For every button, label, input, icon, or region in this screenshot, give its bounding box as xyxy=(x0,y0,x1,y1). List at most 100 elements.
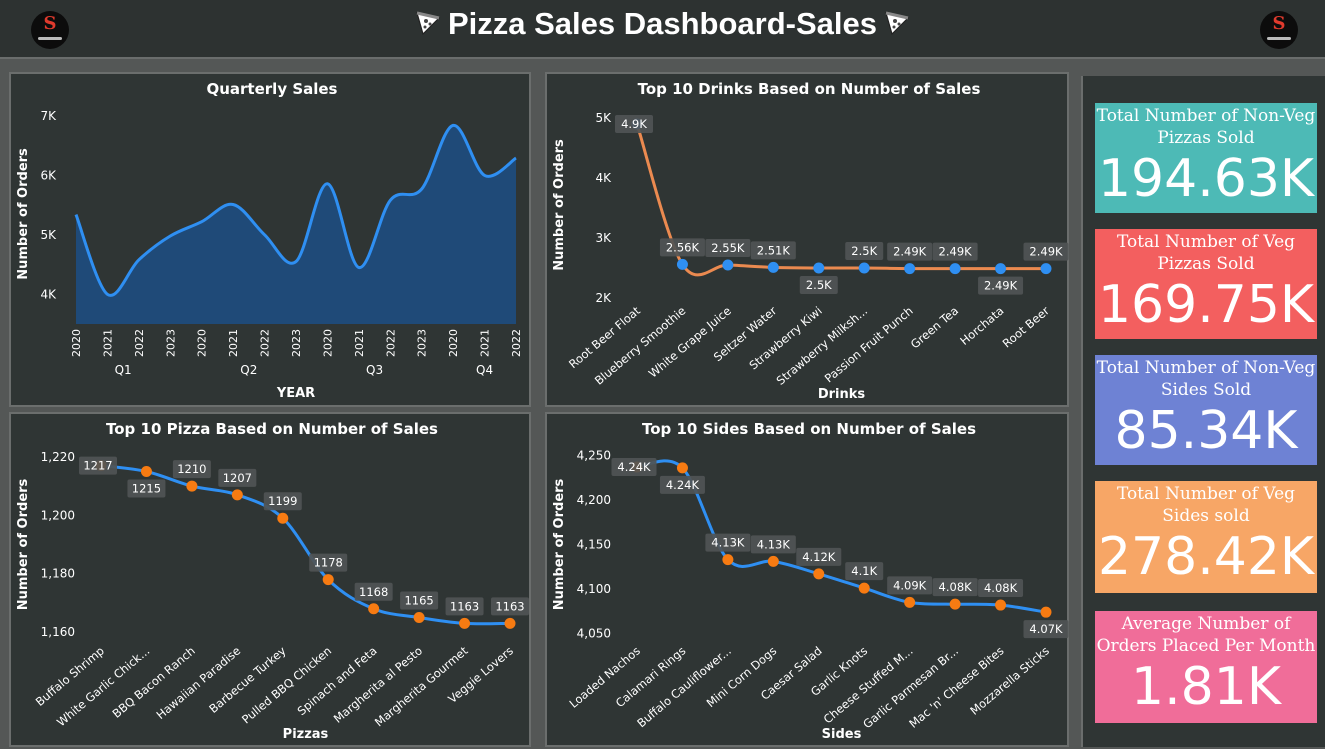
chart-title: Top 10 Sides Based on Number of Sales xyxy=(642,420,976,438)
kpi-card-veg-pizzas: Total Number of Veg Pizzas Sold 169.75K xyxy=(1095,229,1317,339)
kpi-label: Total Number of Non-Veg Sides Sold xyxy=(1096,358,1316,400)
data-point xyxy=(858,262,870,274)
pizza-icon xyxy=(416,11,441,36)
data-label-box xyxy=(1023,242,1069,261)
x-tick-label: BBQ Bacon Ranch xyxy=(110,644,198,721)
x-axis-label: Sides xyxy=(822,727,862,742)
x-tick-label: 2023 xyxy=(416,329,429,357)
y-tick-label: 5K xyxy=(595,111,612,125)
y-axis-label: Number of Orders xyxy=(16,478,31,610)
kpi-label: Total Number of Veg Pizzas Sold xyxy=(1116,232,1296,274)
quarterly-sales-panel: Quarterly Sales 4K 5K 6K 7K Number of Orders 2… xyxy=(9,72,531,407)
data-label: 2.56K xyxy=(666,240,700,254)
data-point xyxy=(995,599,1007,611)
data-label-box xyxy=(354,582,393,601)
header-bar: S Pizza Sales Dashboard-Sales S xyxy=(0,0,1325,59)
data-label-box xyxy=(79,456,117,475)
data-label-box xyxy=(1023,620,1069,639)
data-label-box xyxy=(796,547,842,566)
area-fill xyxy=(76,125,516,324)
data-label-box xyxy=(845,562,884,581)
y-axis-label: Number of Orders xyxy=(16,148,31,280)
data-point xyxy=(949,598,961,610)
data-point xyxy=(413,612,425,624)
data-label: 4.12K xyxy=(802,550,836,564)
data-label-box xyxy=(611,458,657,477)
chart-title: Top 10 Drinks Based on Number of Sales xyxy=(638,80,981,98)
data-label: 4.13K xyxy=(711,536,745,550)
x-axis-label: YEAR xyxy=(276,386,315,401)
kpi-card-avg-orders: Average Number of Orders Placed Per Month… xyxy=(1095,611,1317,723)
x-tick-label: Root Beer xyxy=(1000,303,1052,350)
data-label: 4.24K xyxy=(617,460,651,474)
data-label: 2.49K xyxy=(1029,245,1063,259)
data-label-box xyxy=(750,535,796,554)
data-point xyxy=(186,480,198,492)
data-label-box xyxy=(705,533,751,552)
data-point xyxy=(676,258,688,270)
series-line xyxy=(636,459,1047,614)
data-label: 1210 xyxy=(177,462,206,476)
x-tick-label: 2021 xyxy=(227,329,240,357)
y-tick-label: 4,050 xyxy=(577,627,611,641)
y-tick-label: 1,200 xyxy=(41,508,75,522)
y-tick-label: 1,220 xyxy=(41,450,75,464)
top-sides-chart: Top 10 Sides Based on Number of Sales 4,0… xyxy=(552,420,1069,742)
y-tick-label: 6K xyxy=(40,168,57,182)
data-point xyxy=(722,554,734,566)
x-tick-label: Hawaiian Paradise xyxy=(154,644,244,722)
kpi-value: 194.63K xyxy=(1097,149,1315,209)
x-tick-label: Green Tea xyxy=(908,304,961,352)
data-point xyxy=(904,263,916,275)
kpi-value: 169.75K xyxy=(1097,275,1315,335)
data-label-box xyxy=(445,597,484,616)
data-point xyxy=(231,489,243,501)
kpi-value: 85.34K xyxy=(1114,401,1298,461)
data-label-box xyxy=(932,578,978,597)
kpi-sidebar: Total Number of Non-Veg Pizzas Sold 194.6… xyxy=(1081,76,1325,747)
page-title: Pizza Sales Dashboard-Sales xyxy=(0,6,1325,42)
data-label: 4.24K xyxy=(666,478,700,492)
kpi-value: 1.81K xyxy=(1131,657,1281,717)
data-label: 4.07K xyxy=(1029,622,1063,636)
data-point xyxy=(949,263,961,275)
data-label-box xyxy=(705,239,751,257)
data-label: 1178 xyxy=(314,556,343,570)
data-point xyxy=(904,596,916,608)
data-point xyxy=(1040,606,1052,618)
data-label: 2.5K xyxy=(806,278,832,292)
data-label-box xyxy=(172,460,211,479)
x-tick-label: 2023 xyxy=(290,329,303,357)
data-label-box xyxy=(615,115,653,133)
y-axis-label: Number of Orders xyxy=(552,139,567,271)
data-point xyxy=(722,259,734,271)
data-label: 2.49K xyxy=(939,245,973,259)
quarterly-sales-chart: Quarterly Sales 4K 5K 6K 7K Number of Orders 2… xyxy=(16,80,523,401)
data-label: 4.13K xyxy=(757,537,791,551)
kpi-label: Total Number of Non-Veg Pizzas Sold xyxy=(1096,106,1316,148)
kpi-card-nonveg-sides: Total Number of Non-Veg Sides Sold 85.34K xyxy=(1095,355,1317,465)
top-pizza-panel: Top 10 Pizza Based on Number of Sales 1,1… xyxy=(9,412,531,747)
x-tick-label: 2022 xyxy=(133,329,146,357)
data-label: 1215 xyxy=(132,481,161,495)
kpi-card-nonveg-pizzas: Total Number of Non-Veg Pizzas Sold 194.6… xyxy=(1095,103,1317,213)
x-tick-label: 2022 xyxy=(384,329,397,357)
data-label-box xyxy=(263,492,302,511)
x-tick-label: 2020 xyxy=(447,329,460,357)
data-point xyxy=(322,574,334,586)
data-label: 1217 xyxy=(83,459,112,473)
x-tick-label: 2021 xyxy=(101,329,114,357)
y-tick-label: 1,160 xyxy=(41,625,75,639)
data-point xyxy=(676,462,688,474)
data-label-box xyxy=(750,241,796,260)
data-point xyxy=(368,603,380,615)
data-label: 2.49K xyxy=(984,279,1018,293)
data-label-box xyxy=(127,479,166,498)
data-point xyxy=(858,582,870,594)
x-tick-label: White Grape Juice xyxy=(646,304,734,381)
data-label: 1163 xyxy=(450,599,479,613)
y-tick-label: 4,250 xyxy=(577,448,611,462)
x-tick-label: 2023 xyxy=(164,329,177,357)
data-point xyxy=(277,512,289,524)
y-tick-label: 1,180 xyxy=(41,567,75,581)
